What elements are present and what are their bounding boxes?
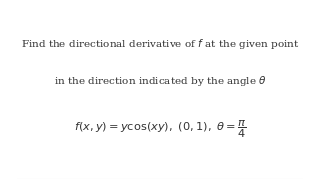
Text: $f(x, y) = y\cos(xy),\ (0, 1),\ \theta = \dfrac{\pi}{4}$: $f(x, y) = y\cos(xy),\ (0, 1),\ \theta =… (74, 118, 246, 140)
Text: Find the directional derivative of $f$ at the given point: Find the directional derivative of $f$ a… (21, 37, 299, 51)
Text: in the direction indicated by the angle $\theta$: in the direction indicated by the angle … (53, 74, 267, 88)
